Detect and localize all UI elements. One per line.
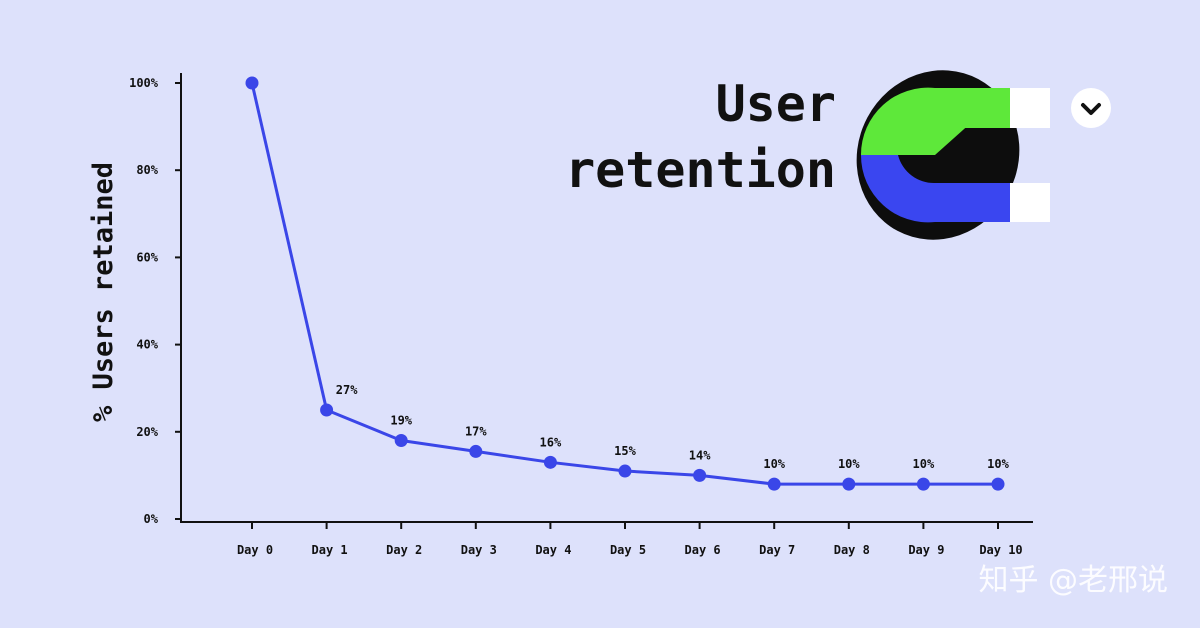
- x-tick-label: Day 9: [908, 543, 944, 557]
- data-point: [469, 444, 483, 458]
- y-tick-label: 40%: [136, 338, 158, 352]
- data-point: [543, 455, 557, 469]
- data-point: [916, 477, 930, 491]
- y-ticks: 0% 20% 40% 60% 80% 100%: [129, 76, 181, 526]
- x-tick-label: Day 6: [685, 543, 721, 557]
- y-tick-label: 80%: [136, 163, 158, 177]
- data-label: 17%: [465, 424, 487, 438]
- data-label: 14%: [689, 448, 711, 462]
- data-point: [618, 464, 632, 478]
- magnet-logo-icon: [856, 70, 1050, 240]
- data-point: [991, 477, 1005, 491]
- data-label: 27%: [336, 383, 358, 397]
- data-point: [394, 434, 408, 448]
- data-point: [693, 468, 707, 482]
- data-label: 15%: [614, 444, 636, 458]
- y-tick-label: 20%: [136, 425, 158, 439]
- data-label: 19%: [390, 414, 412, 428]
- x-tick-label: Day 10: [979, 543, 1022, 557]
- data-label: 10%: [913, 457, 935, 471]
- x-tick-label: Day 4: [535, 543, 571, 557]
- x-tick-label: Day 7: [759, 543, 795, 557]
- data-point: [245, 76, 259, 90]
- title-line-2: retention: [565, 141, 836, 199]
- x-tick-label: Day 8: [834, 543, 870, 557]
- title-line-1: User: [716, 75, 836, 133]
- watermark: 知乎 @老邢说: [978, 563, 1168, 598]
- x-ticks: Day 0 Day 1 Day 2 Day 3 Day 4 Day 5 Day 6 Day 7…: [237, 522, 1023, 557]
- data-point: [320, 403, 334, 417]
- data-label: 10%: [987, 457, 1009, 471]
- x-tick-label: Day 3: [461, 543, 497, 557]
- data-label: 10%: [838, 457, 860, 471]
- y-tick-label: 60%: [136, 250, 158, 264]
- data-labels: 27% 19% 17% 16% 15% 14% 10% 10% 10% 10%: [336, 383, 1010, 471]
- data-point: [842, 477, 856, 491]
- chevron-down-icon: [1081, 103, 1101, 115]
- x-tick-label: Day 1: [312, 543, 348, 557]
- y-tick-label: 0%: [144, 512, 159, 526]
- x-tick-label: Day 5: [610, 543, 646, 557]
- x-tick-label: Day 2: [386, 543, 422, 557]
- data-point: [767, 477, 781, 491]
- y-tick-label: 100%: [129, 76, 159, 90]
- data-label: 16%: [540, 435, 562, 449]
- y-axis-label: % Users retained: [88, 162, 119, 422]
- x-tick-label: Day 0: [237, 543, 273, 557]
- data-points: [245, 76, 1005, 491]
- chevron-down-button[interactable]: [1071, 88, 1111, 128]
- data-label: 10%: [763, 457, 785, 471]
